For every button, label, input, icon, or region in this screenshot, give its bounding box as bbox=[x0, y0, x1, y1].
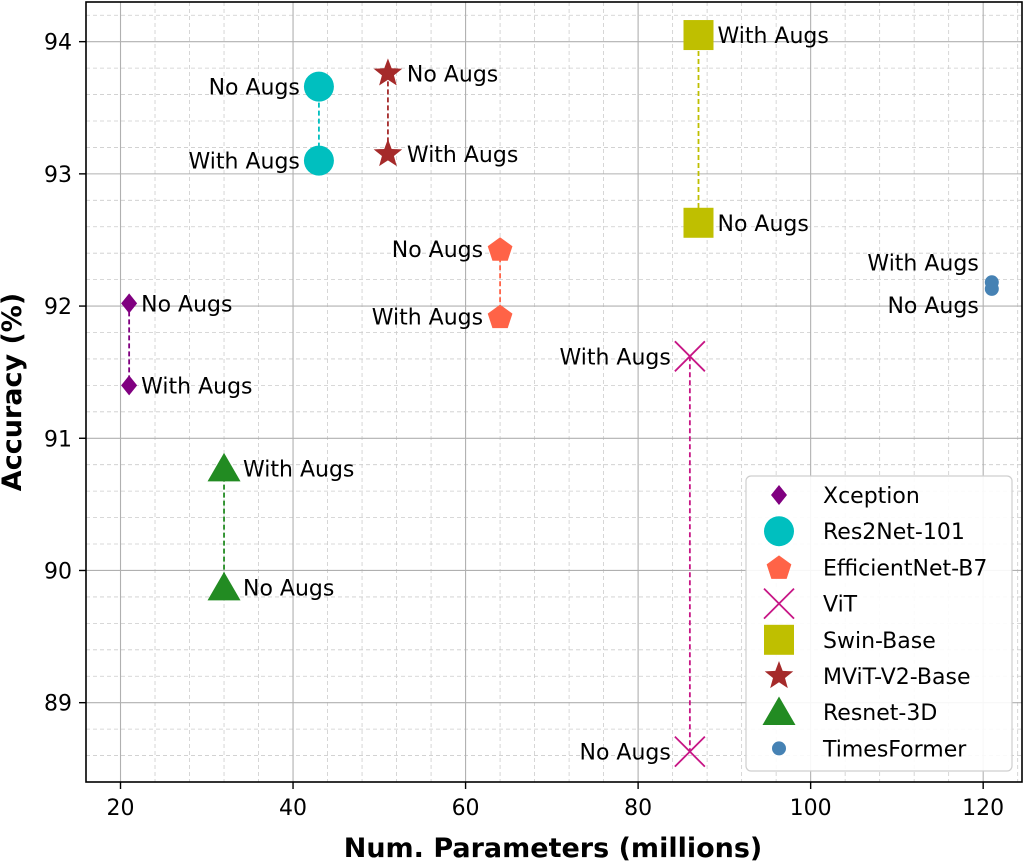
point-labels: No Augs With Augs No Augs With Augs No Augs W… bbox=[141, 24, 979, 766]
legend-marker-mvit-v2-base bbox=[764, 661, 794, 689]
y-tick-label: 89 bbox=[44, 692, 72, 717]
swin-base-point-label: No Augs bbox=[717, 212, 808, 237]
mvit-v2-base-point-label: With Augs bbox=[407, 143, 518, 168]
y-tick-label: 90 bbox=[44, 559, 72, 584]
res2net-101-point bbox=[303, 145, 334, 176]
legend-marker-vit bbox=[763, 587, 795, 620]
resnet-3d-point-label: With Augs bbox=[243, 458, 354, 483]
legend-label-vit: ViT bbox=[823, 593, 858, 618]
x-tick-label: 20 bbox=[107, 796, 135, 821]
swin-base-point bbox=[683, 207, 714, 238]
efficientnet-b7-point bbox=[487, 304, 513, 329]
legend-marker-timesformer bbox=[772, 741, 786, 756]
resnet-3d-point bbox=[207, 452, 241, 482]
xception-point-label: No Augs bbox=[141, 292, 232, 317]
xception-point bbox=[121, 293, 138, 314]
x-tick-label: 100 bbox=[790, 796, 832, 821]
efficientnet-b7-point-label: With Augs bbox=[372, 306, 483, 331]
markers bbox=[121, 20, 999, 768]
x-tick-label: 40 bbox=[279, 796, 307, 821]
legend-label-swin-base: Swin-Base bbox=[823, 629, 936, 654]
legend-marker-vit-stroke bbox=[763, 587, 795, 620]
x-tick-label: 120 bbox=[962, 796, 1004, 821]
y-tick-label: 91 bbox=[44, 427, 72, 452]
y-tick-label: 93 bbox=[44, 163, 72, 188]
resnet-3d-point-label: No Augs bbox=[243, 577, 334, 602]
legend-marker-res2net-101 bbox=[764, 516, 794, 547]
efficientnet-b7-point bbox=[487, 237, 513, 261]
swin-base-point bbox=[683, 20, 714, 51]
timesformer-point-label: No Augs bbox=[887, 294, 978, 319]
efficientnet-b7-point-label: No Augs bbox=[392, 238, 483, 263]
timesformer-point bbox=[984, 281, 999, 296]
legend-label-resnet-3d: Resnet-3D bbox=[823, 701, 937, 726]
vit-point bbox=[674, 340, 706, 372]
legend-label-xception: Xception bbox=[823, 484, 920, 509]
x-tick-label: 60 bbox=[452, 796, 480, 821]
vit-point-stroke bbox=[674, 735, 706, 768]
legend-marker-efficientnet-b7 bbox=[766, 555, 792, 579]
xception-point bbox=[121, 375, 138, 396]
swin-base-point-label: With Augs bbox=[717, 24, 828, 49]
legend-label-res2net-101: Res2Net-101 bbox=[823, 520, 965, 545]
legend-label-mvit-v2-base: MViT-V2-Base bbox=[823, 665, 971, 690]
y-axis-label: Accuracy (%) bbox=[0, 293, 28, 491]
vit-point bbox=[674, 735, 706, 768]
timesformer-point-label: With Augs bbox=[867, 251, 978, 276]
legend-box bbox=[745, 475, 1013, 772]
mvit-v2-base-point bbox=[373, 139, 403, 167]
res2net-101-point-label: With Augs bbox=[189, 150, 300, 175]
legend-label-timesformer: TimesFormer bbox=[822, 737, 967, 762]
resnet-3d-point bbox=[207, 571, 241, 601]
y-tick-label: 94 bbox=[44, 31, 72, 56]
axis-ticks: 20 40 60 80 100 120 89 90 91 92 93 94 bbox=[44, 31, 1004, 821]
legend: Xception Res2Net-101 EfficientNet-B7 ViT Swi… bbox=[745, 475, 1013, 772]
mvit-v2-base-point-label: No Augs bbox=[407, 62, 498, 87]
vit-point-label: With Augs bbox=[559, 345, 670, 370]
mvit-v2-base-point bbox=[373, 58, 403, 86]
y-tick-label: 92 bbox=[44, 295, 72, 320]
res2net-101-point bbox=[303, 71, 334, 102]
xception-point-label: With Augs bbox=[141, 374, 252, 399]
plot-frame bbox=[85, 1, 1023, 783]
legend-marker-swin-base bbox=[764, 624, 794, 655]
vit-point-stroke bbox=[674, 340, 706, 372]
legend-marker-xception bbox=[771, 485, 787, 505]
res2net-101-point-label: No Augs bbox=[209, 76, 300, 101]
x-axis-label: Num. Parameters (millions) bbox=[344, 833, 763, 861]
legend-marker-resnet-3d bbox=[762, 696, 796, 725]
x-tick-label: 80 bbox=[624, 796, 652, 821]
vit-point-label: No Augs bbox=[580, 741, 671, 766]
legend-label-efficientnet-b7: EfficientNet-B7 bbox=[823, 556, 987, 581]
